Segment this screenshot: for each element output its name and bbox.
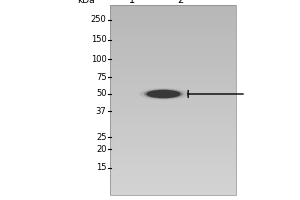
Ellipse shape: [139, 88, 188, 100]
Text: 1: 1: [129, 0, 135, 5]
Ellipse shape: [146, 90, 181, 98]
Ellipse shape: [144, 89, 183, 99]
Text: 250: 250: [91, 16, 106, 24]
Bar: [110, 5, 236, 195]
Text: 20: 20: [96, 144, 106, 154]
Text: 100: 100: [91, 54, 106, 64]
Text: 15: 15: [96, 164, 106, 172]
Text: kDa: kDa: [77, 0, 94, 5]
Text: 25: 25: [96, 132, 106, 142]
Text: 150: 150: [91, 36, 106, 45]
Text: 37: 37: [96, 106, 106, 116]
Text: 2: 2: [177, 0, 183, 5]
Text: 75: 75: [96, 72, 106, 82]
Text: 50: 50: [96, 90, 106, 98]
